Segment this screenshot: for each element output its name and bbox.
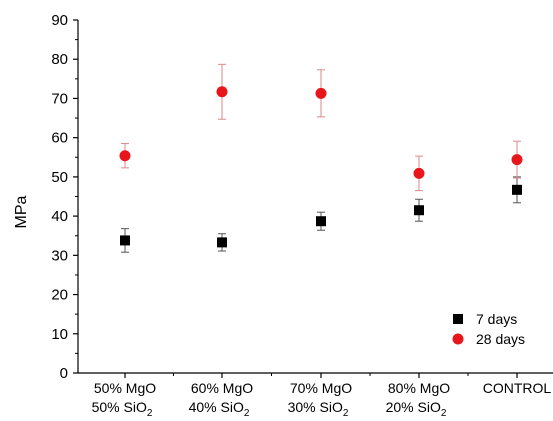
data-point <box>315 87 327 99</box>
plot-area <box>119 63 523 253</box>
x-tick-label-subscript: 2 <box>244 408 250 419</box>
x-tick-label: 70% MgO <box>290 380 352 396</box>
series-2 <box>119 63 523 192</box>
series-1 <box>120 176 522 253</box>
legend-marker <box>452 333 464 345</box>
x-tick-label: CONTROL <box>483 380 552 396</box>
x-tick-label: 60% MgO <box>191 380 253 396</box>
y-tick-label: 30 <box>51 247 68 264</box>
data-point <box>120 235 130 246</box>
x-tick-label-subscript: 2 <box>147 408 153 419</box>
x-tick-label-line2: 20% SiO2 <box>386 399 447 419</box>
legend: 7 days 28 days <box>452 311 525 347</box>
y-tick-label: 20 <box>51 287 68 304</box>
y-tick-label: 70 <box>51 90 68 107</box>
y-tick-label: 90 <box>51 12 68 29</box>
data-point <box>512 184 522 195</box>
data-point <box>414 205 424 216</box>
y-axis: 0 10 20 30 40 50 60 70 80 90 MPa <box>13 12 79 382</box>
y-axis-label: MPa <box>13 195 30 228</box>
x-tick-label-subscript: 2 <box>343 408 349 419</box>
data-point <box>316 216 326 227</box>
y-tick-label: 0 <box>60 365 68 382</box>
legend-label: 7 days <box>476 311 517 327</box>
y-tick-label: 40 <box>51 208 68 225</box>
x-tick-label-line2: 30% SiO2 <box>288 399 349 419</box>
y-tick-label: 80 <box>51 51 68 68</box>
x-tick-label-line2: 50% SiO2 <box>92 399 153 419</box>
data-point <box>413 167 425 179</box>
data-point <box>217 237 227 248</box>
legend-label: 28 days <box>476 331 525 347</box>
x-tick-label-line2: 40% SiO2 <box>189 399 250 419</box>
x-tick-label: 50% MgO <box>94 380 156 396</box>
x-ticks: 50% MgO 50% SiO2 60% MgO 40% SiO2 70% MgO 30%… <box>92 373 552 419</box>
x-tick-label: 80% MgO <box>388 380 450 396</box>
y-tick-label: 60 <box>51 130 68 147</box>
legend-marker <box>453 314 463 324</box>
data-point <box>511 154 523 166</box>
data-point <box>216 86 228 98</box>
data-point <box>119 150 131 162</box>
x-axis: 50% MgO 50% SiO2 60% MgO 40% SiO2 70% MgO 30%… <box>78 372 553 419</box>
y-tick-label: 10 <box>51 326 68 343</box>
y-tick-label: 50 <box>51 169 68 186</box>
y-ticks: 0 10 20 30 40 50 60 70 80 90 <box>51 12 78 382</box>
x-tick-label-subscript: 2 <box>441 408 447 419</box>
